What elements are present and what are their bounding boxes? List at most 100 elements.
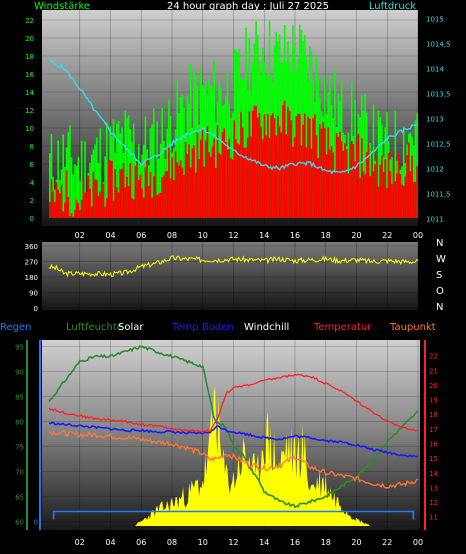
wind-base-bar [268, 137, 271, 218]
wind-speed-bar [189, 64, 192, 218]
wind-base-bar [174, 151, 177, 218]
wind-base-bar [124, 187, 127, 218]
wind-base-bar [201, 129, 204, 218]
temperature-tick-label: 19 [429, 397, 438, 405]
wind-base-bar [253, 105, 256, 218]
wind-direction-line [48, 255, 419, 278]
humidity-tick-label: 60 [15, 519, 24, 527]
wind-base-bar [152, 176, 155, 218]
wind-base-bar [324, 127, 326, 218]
pressure-axis-label: Luftdruck [369, 1, 416, 12]
wind-base-bar [168, 147, 170, 218]
wind-base-bar [132, 199, 135, 218]
humidity-tick-label: 90 [15, 369, 24, 377]
wind-base-bar [391, 183, 393, 218]
wind-base-bar [231, 159, 234, 218]
wind-base-bar [411, 155, 413, 218]
wind-base-bar [223, 128, 226, 218]
humidity-tick-label: 80 [15, 419, 24, 427]
wind-base-bar [215, 168, 217, 218]
wind-base-bar [414, 182, 417, 218]
hour-tick-label: 18 [321, 538, 331, 547]
wind-base-bar [241, 127, 244, 218]
compass-label: N [436, 302, 443, 313]
direction-tick-label: 0 [34, 305, 38, 313]
wind-base-bar [89, 188, 91, 218]
pressure-tick-label: 1011,5 [426, 191, 451, 199]
wind-speed-bar [414, 120, 417, 218]
wind-base-bar [154, 171, 157, 218]
pressure-tick-label: 1013,5 [426, 91, 451, 99]
wind-base-bar [116, 187, 118, 218]
legend-temperature: Temperatur [313, 322, 372, 333]
wind-speed-bar [203, 87, 205, 218]
pressure-tick-label: 1012 [426, 166, 444, 174]
wind-tick-label: 14 [25, 89, 34, 97]
wind-base-bar [319, 124, 321, 218]
wind-speed-bar [372, 104, 375, 218]
wind-base-bar [144, 167, 147, 218]
rain-line [52, 510, 415, 520]
wind-base-bar [136, 163, 138, 218]
wind-speed-bar [151, 124, 153, 218]
hour-tick-label: 02 [75, 538, 85, 547]
hour-tick-label: 20 [351, 231, 361, 240]
wind-base-bar [250, 136, 252, 218]
wind-speed-bar [210, 85, 212, 218]
temperature-tick-label: 14 [429, 470, 438, 478]
wind-base-bar [107, 161, 110, 218]
wind-base-bar [262, 139, 264, 218]
wind-base-bar [342, 150, 345, 218]
wind-base-bar [179, 160, 182, 218]
wind-base-bar [285, 134, 288, 218]
wind-base-bar [106, 198, 108, 218]
legend-windchill: Windchill [244, 322, 289, 333]
wind-speed-bar [106, 122, 108, 218]
wind-speed-bar [161, 107, 163, 218]
wind-base-bar [210, 156, 212, 218]
wind-base-bar [236, 143, 239, 218]
wind-base-bar [243, 147, 246, 218]
wind-base-bar [131, 198, 133, 218]
wind-base-bar [397, 153, 400, 218]
wind-base-bar [102, 183, 105, 218]
compass-label: W [436, 254, 446, 265]
wind-speed-bar [293, 45, 296, 218]
wind-base-bar [339, 131, 341, 218]
wind-base-bar [367, 145, 370, 218]
wind-speed-bar [74, 164, 76, 218]
wind-base-bar [109, 160, 111, 218]
wind-base-bar [122, 163, 125, 218]
wind-base-bar [121, 168, 123, 218]
pressure-tick-label: 1012,5 [426, 141, 451, 149]
wind-base-bar [349, 144, 351, 218]
wind-base-bar [302, 124, 304, 218]
wind-base-bar [332, 152, 335, 218]
wind-base-bar [194, 172, 197, 218]
wind-base-bar [199, 139, 202, 218]
wind-base-bar [213, 138, 215, 218]
wind-pressure-labels: 024681012141618202210111011,510121012,51… [25, 16, 450, 241]
wind-base-bar [355, 142, 358, 218]
wind-base-bar [198, 158, 200, 218]
wind-base-bar [258, 112, 261, 218]
wind-base-bar [251, 110, 254, 218]
legend-humidity: Luftfeuchte [66, 322, 123, 333]
wind-base-bar [67, 197, 70, 218]
legend-soil-temp: Temp Boden [171, 322, 234, 333]
climate-labels: 60 65 70 75 80 85 90 95 11 12 13 14 15 16 17 18 19 20 21 22… [15, 340, 438, 547]
wind-base-bar [156, 195, 158, 218]
wind-base-bar [147, 186, 150, 218]
wind-base-bar [406, 155, 408, 218]
wind-base-bar [206, 126, 209, 218]
wind-speed-bar [99, 128, 101, 218]
rain-tick-label: 0 [34, 519, 38, 527]
wind-speed-bar [116, 123, 118, 218]
wind-base-bar [188, 144, 190, 218]
wind-speed-bar [377, 110, 380, 218]
wind-base-bar [97, 195, 100, 218]
wind-base-bar [300, 145, 303, 218]
wind-base-bar [171, 157, 174, 218]
wind-base-bar [75, 199, 78, 218]
wind-base-bar [362, 171, 365, 218]
